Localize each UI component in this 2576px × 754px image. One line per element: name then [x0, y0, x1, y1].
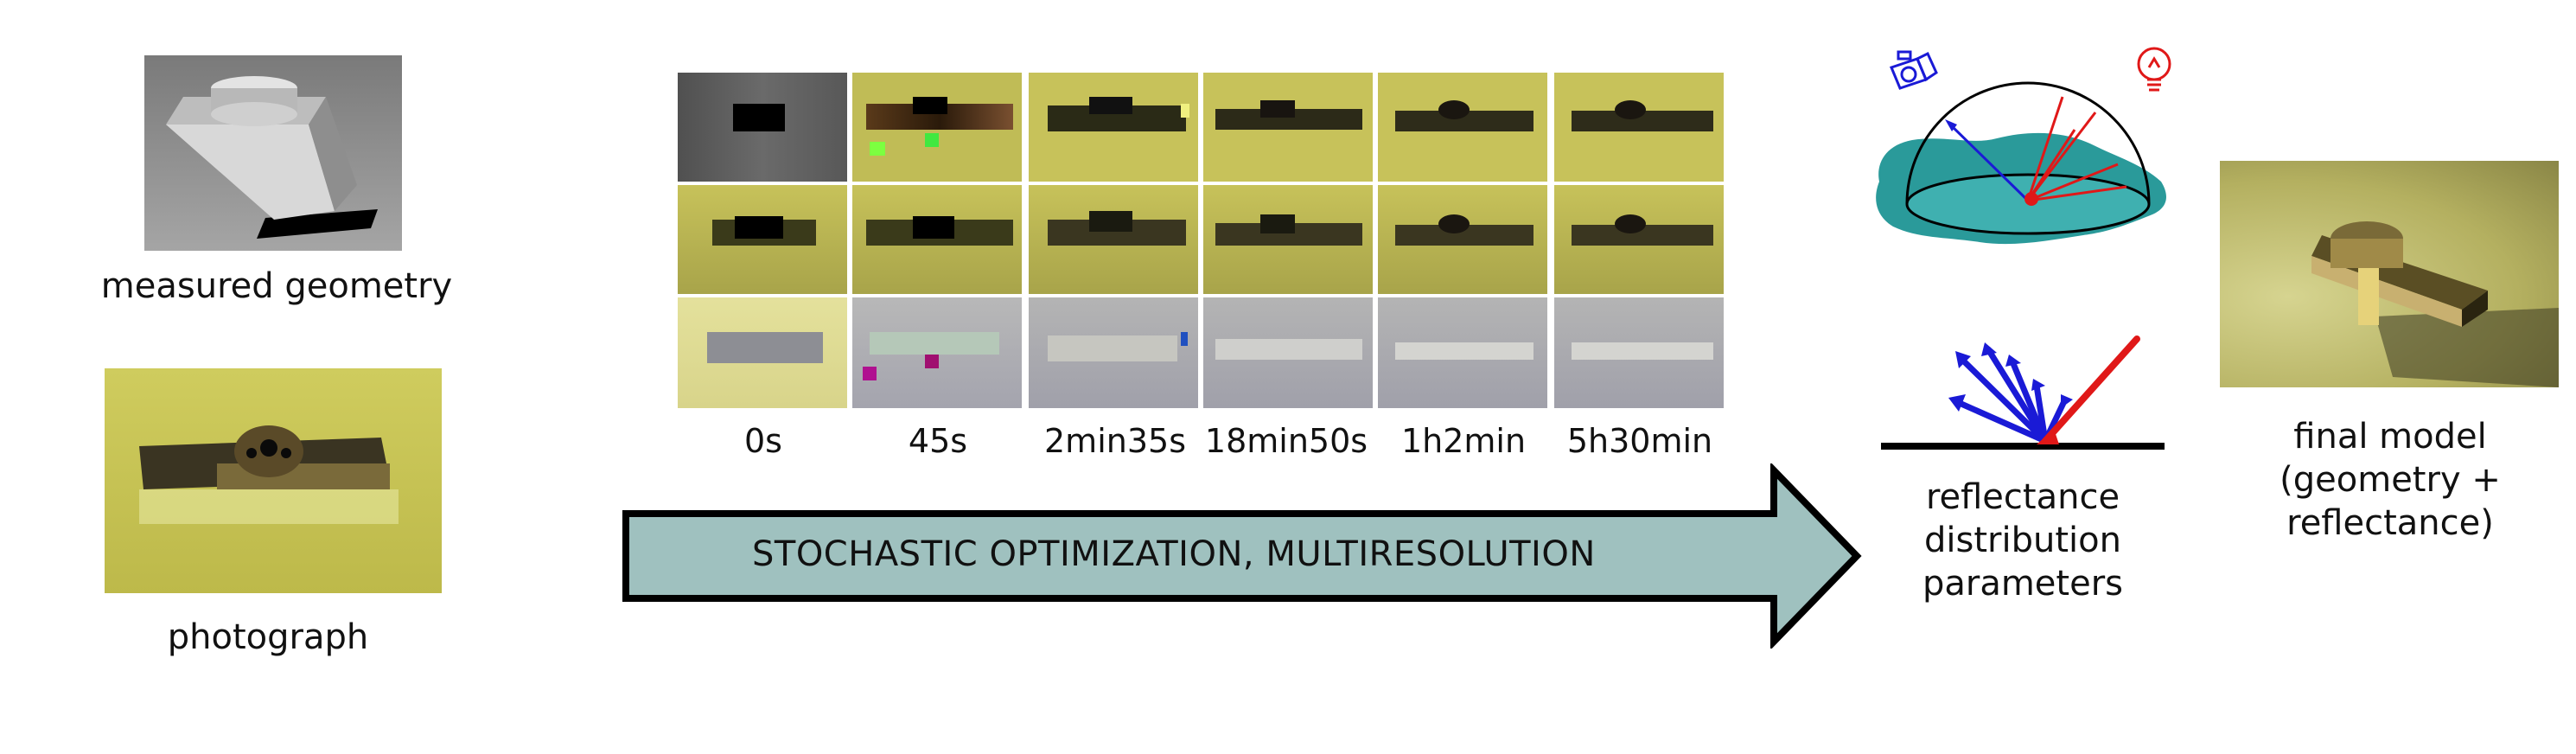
- hemisphere-outline: [1905, 81, 2151, 205]
- tile-45s-render: [852, 73, 1022, 182]
- tile-1h2min-residual: [1378, 297, 1547, 408]
- time-label-5: 5h30min: [1566, 422, 1713, 460]
- tile-5h30min-target: [1554, 185, 1724, 294]
- tile-0s-residual: [678, 297, 847, 408]
- tile-2min35s-render: [1029, 73, 1198, 182]
- tile-18min50s-residual: [1203, 297, 1373, 408]
- lobe-diagram: [1881, 335, 2165, 450]
- tile-0s-render: [678, 73, 847, 182]
- tile-18min50s-target: [1203, 185, 1373, 294]
- light-rays: [2026, 96, 2127, 202]
- final-caption-line3: reflectance): [2286, 503, 2494, 543]
- photograph: [105, 368, 442, 593]
- geometry-shape: [166, 76, 378, 239]
- brdf-caption-line1: reflectance: [1925, 477, 2120, 517]
- final-caption-line1: final model: [2293, 417, 2487, 457]
- tile-5h30min-residual: [1554, 297, 1724, 408]
- time-label-1: 45s: [908, 422, 968, 460]
- time-label-2: 2min35s: [1044, 422, 1186, 460]
- tile-0s-target: [678, 185, 847, 294]
- final-caption-line2: (geometry +: [2280, 460, 2501, 500]
- photograph-caption: photograph: [167, 617, 369, 657]
- process-arrow: [622, 463, 1862, 649]
- incident-ray: [2042, 335, 2140, 444]
- time-label-0: 0s: [744, 422, 782, 460]
- photo-object: [139, 425, 399, 524]
- lightbulb-icon: [2137, 47, 2171, 92]
- process-label: STOCHASTIC OPTIMIZATION, MULTIRESOLUTION: [752, 534, 1596, 574]
- brdf-caption-line2: distribution: [1924, 521, 2121, 560]
- time-label-3: 18min50s: [1204, 422, 1368, 460]
- final-object: [2311, 221, 2559, 387]
- tile-1h2min-target: [1378, 185, 1547, 294]
- tile-2min35s-residual: [1029, 297, 1198, 408]
- reflectance-diagram: [1876, 47, 2171, 245]
- final-model-render: [2220, 161, 2559, 387]
- geometry-caption: measured geometry: [100, 266, 453, 306]
- progression-grid: [678, 73, 1724, 412]
- tile-45s-target: [852, 185, 1022, 294]
- brdf-caption-line3: parameters: [1922, 564, 2123, 604]
- time-label-4: 1h2min: [1400, 422, 1527, 460]
- camera-icon: [1889, 50, 1938, 90]
- tile-1h2min-render: [1378, 73, 1547, 182]
- tile-18min50s-render: [1203, 73, 1373, 182]
- tile-5h30min-render: [1554, 73, 1724, 182]
- geometry-render: [144, 55, 402, 251]
- view-ray: [1948, 123, 2030, 202]
- tile-2min35s-target: [1029, 185, 1198, 294]
- tile-45s-residual: [852, 297, 1022, 408]
